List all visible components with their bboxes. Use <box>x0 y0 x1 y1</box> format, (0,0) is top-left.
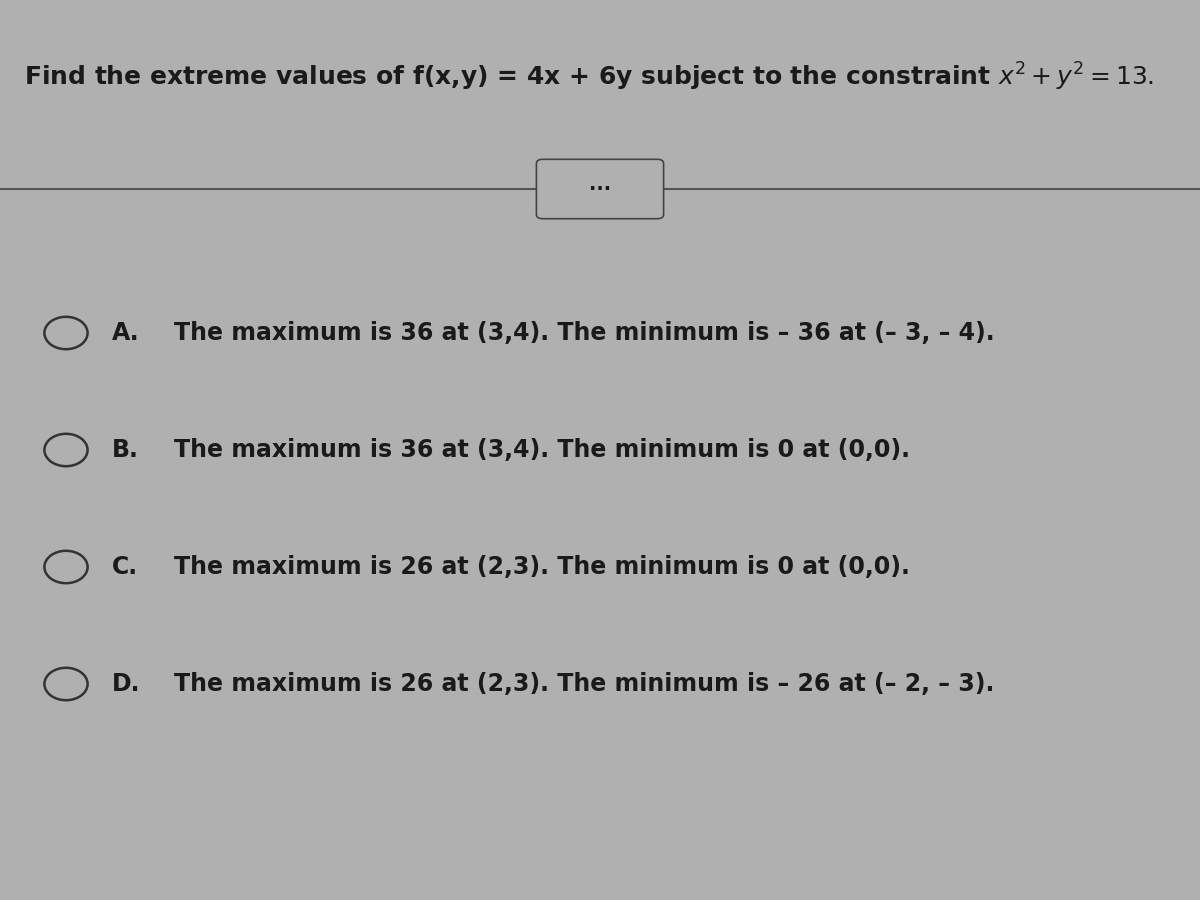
Text: The maximum is 26 at (2,3). The minimum is 0 at (0,0).: The maximum is 26 at (2,3). The minimum … <box>174 555 910 579</box>
Text: B.: B. <box>112 438 138 462</box>
Text: The maximum is 26 at (2,3). The minimum is – 26 at (– 2, – 3).: The maximum is 26 at (2,3). The minimum … <box>174 672 995 696</box>
Text: The maximum is 36 at (3,4). The minimum is – 36 at (– 3, – 4).: The maximum is 36 at (3,4). The minimum … <box>174 321 995 345</box>
Text: D.: D. <box>112 672 140 696</box>
FancyBboxPatch shape <box>536 159 664 219</box>
Text: ···: ··· <box>589 179 611 199</box>
Text: A.: A. <box>112 321 139 345</box>
Text: C.: C. <box>112 555 138 579</box>
Text: The maximum is 36 at (3,4). The minimum is 0 at (0,0).: The maximum is 36 at (3,4). The minimum … <box>174 438 910 462</box>
Text: Find the extreme values of f(x,y) = 4x + 6y subject to the constraint $x^2 +y^2 : Find the extreme values of f(x,y) = 4x +… <box>24 60 1154 93</box>
